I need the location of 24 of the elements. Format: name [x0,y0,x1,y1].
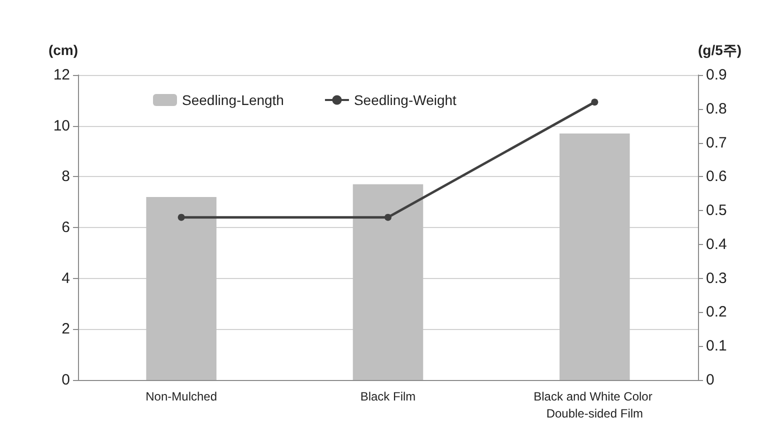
y2-tick-label: 0.6 [706,168,727,186]
y-tick-label: 2 [62,320,70,338]
y2-tick-label: 0.9 [706,66,727,84]
y-tick-label: 4 [62,270,70,287]
y2-tick-label: 0 [706,372,714,388]
y2-axis-title: (g/5주) [698,42,742,58]
y-tick-label: 0 [62,372,70,388]
y-tick-label: 10 [53,117,70,134]
legend-label: Seedling-Length [182,92,284,108]
y2-tick-label: 0.2 [706,304,727,321]
y2-tick-label: 0.1 [706,338,727,355]
y2-tick-label: 0.3 [706,270,727,287]
y-axis-title: (cm) [48,42,78,58]
x-tick-label: Black and White Color Double-sided Film [534,390,656,420]
y2-tick-label: 0.7 [706,134,727,152]
y2-tick-label: 0.4 [706,236,727,253]
y2-tick-label: 0.8 [706,100,727,118]
y2-tick-label: 0.5 [706,202,727,220]
legend-label: Seedling-Weight [354,92,457,108]
x-tick-label: Black Film [360,390,416,404]
x-tick-label: Non-Mulched [146,390,218,404]
y-tick-label: 6 [62,219,70,236]
y-tick-label: 8 [62,168,70,186]
y-tick-label: 12 [53,66,70,84]
